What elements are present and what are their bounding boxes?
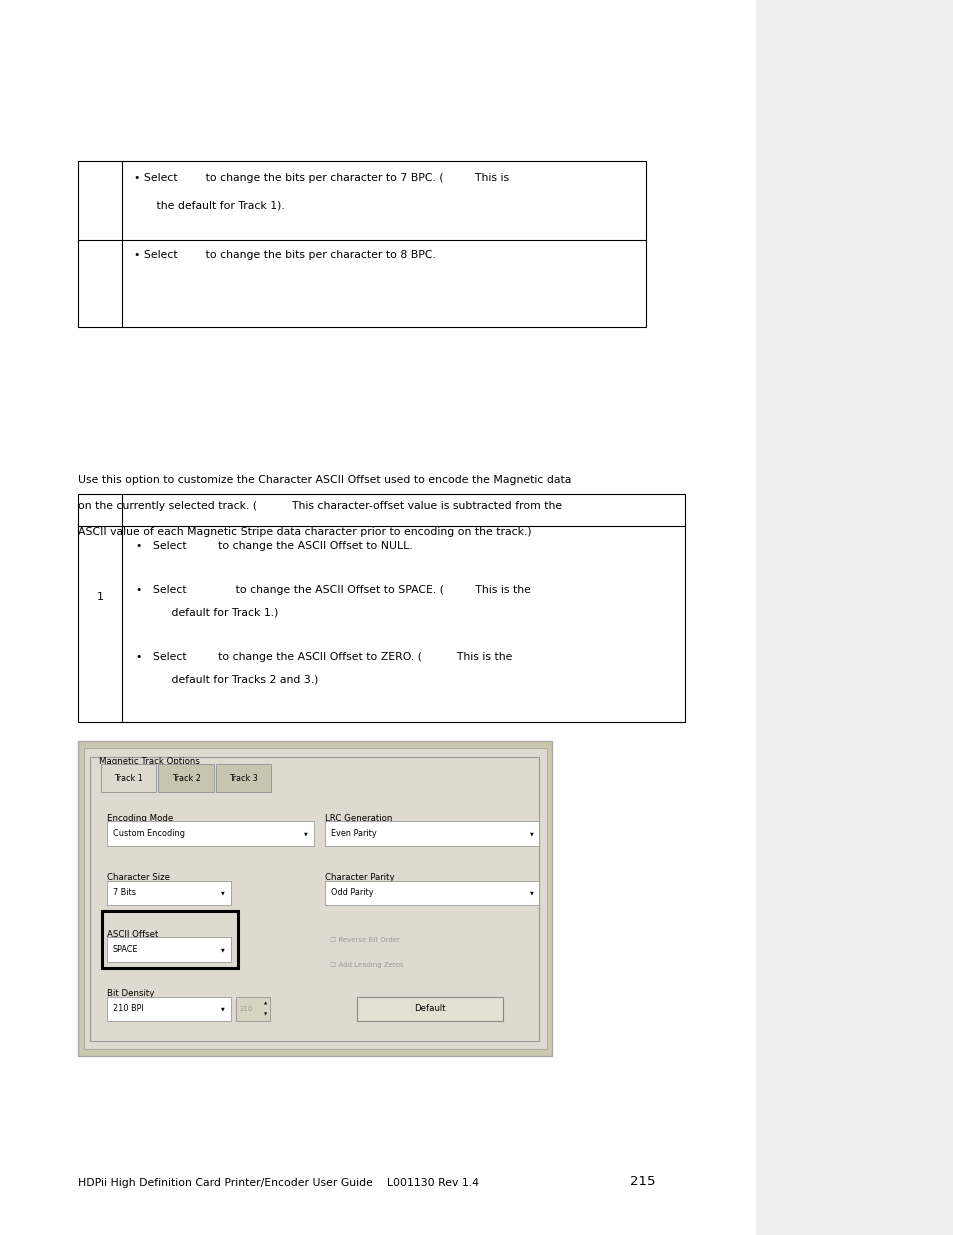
- Text: ☐ Add Leading Zeros: ☐ Add Leading Zeros: [330, 962, 403, 968]
- Text: 210: 210: [239, 1007, 253, 1011]
- Bar: [325, 881, 538, 905]
- Text: Bit Density: Bit Density: [107, 989, 154, 998]
- Text: Custom Encoding: Custom Encoding: [112, 829, 184, 839]
- Bar: [84, 748, 546, 1049]
- Text: LRC Generation: LRC Generation: [325, 814, 392, 823]
- Text: Default: Default: [414, 1004, 445, 1014]
- Text: Track 2: Track 2: [172, 773, 200, 783]
- Text: •   Select         to change the ASCII Offset to ZERO. (          This is the: • Select to change the ASCII Offset to Z…: [136, 652, 513, 662]
- Text: ▼: ▼: [529, 890, 533, 895]
- Text: Even Parity: Even Parity: [331, 829, 375, 839]
- Text: 210 BPI: 210 BPI: [112, 1004, 143, 1014]
- Text: ▼: ▼: [221, 947, 225, 952]
- Text: 215: 215: [629, 1174, 655, 1188]
- Text: ▼: ▼: [221, 890, 225, 895]
- Bar: [107, 997, 231, 1021]
- Text: Encoding Mode: Encoding Mode: [107, 814, 172, 823]
- Text: ASCII value of each Magnetic Stripe data character prior to encoding on the trac: ASCII value of each Magnetic Stripe data…: [78, 527, 531, 537]
- Bar: [755, 0, 953, 1235]
- Bar: [215, 764, 271, 792]
- Bar: [78, 741, 552, 1056]
- Text: ▼: ▼: [263, 1013, 267, 1016]
- Bar: [78, 494, 684, 722]
- Text: Odd Parity: Odd Parity: [331, 888, 373, 898]
- Text: •   Select              to change the ASCII Offset to SPACE. (         This is t: • Select to change the ASCII Offset to S…: [136, 585, 531, 595]
- Text: ☐ Reverse Bit Order: ☐ Reverse Bit Order: [330, 937, 399, 944]
- Text: ASCII Offset: ASCII Offset: [107, 930, 158, 939]
- Text: ▼: ▼: [221, 1007, 225, 1011]
- Bar: [356, 997, 502, 1021]
- Bar: [90, 757, 538, 1041]
- Text: Character Size: Character Size: [107, 873, 170, 882]
- Bar: [325, 821, 538, 846]
- Text: default for Track 1.): default for Track 1.): [153, 608, 277, 618]
- Text: •   Select         to change the ASCII Offset to NULL.: • Select to change the ASCII Offset to N…: [136, 541, 413, 551]
- Text: Track 3: Track 3: [229, 773, 257, 783]
- Text: 1: 1: [96, 592, 104, 601]
- Text: 7 Bits: 7 Bits: [112, 888, 135, 898]
- Bar: [235, 997, 270, 1021]
- Text: Magnetic Track Options: Magnetic Track Options: [99, 757, 200, 767]
- Bar: [78, 161, 645, 327]
- Text: HDPii High Definition Card Printer/Encoder User Guide    L001130 Rev 1.4: HDPii High Definition Card Printer/Encod…: [78, 1178, 478, 1188]
- Text: on the currently selected track. (          This character-offset value is subtr: on the currently selected track. ( This …: [78, 501, 561, 511]
- Text: Track 1: Track 1: [114, 773, 143, 783]
- Text: ▲: ▲: [263, 1002, 267, 1005]
- Text: ▼: ▼: [304, 831, 308, 836]
- Text: • Select        to change the bits per character to 7 BPC. (         This is: • Select to change the bits per characte…: [133, 173, 508, 183]
- Bar: [107, 821, 314, 846]
- Text: SPACE: SPACE: [112, 945, 138, 955]
- Text: default for Tracks 2 and 3.): default for Tracks 2 and 3.): [153, 674, 317, 684]
- Text: • Select        to change the bits per character to 8 BPC.: • Select to change the bits per characte…: [133, 249, 435, 259]
- Text: the default for Track 1).: the default for Track 1).: [146, 200, 284, 210]
- Bar: [107, 937, 231, 962]
- Bar: [107, 881, 231, 905]
- Bar: [102, 911, 237, 968]
- Text: Character Parity: Character Parity: [325, 873, 395, 882]
- Bar: [158, 764, 213, 792]
- Text: ▼: ▼: [529, 831, 533, 836]
- Bar: [101, 764, 156, 792]
- Text: Use this option to customize the Character ASCII Offset used to encode the Magne: Use this option to customize the Charact…: [78, 475, 571, 485]
